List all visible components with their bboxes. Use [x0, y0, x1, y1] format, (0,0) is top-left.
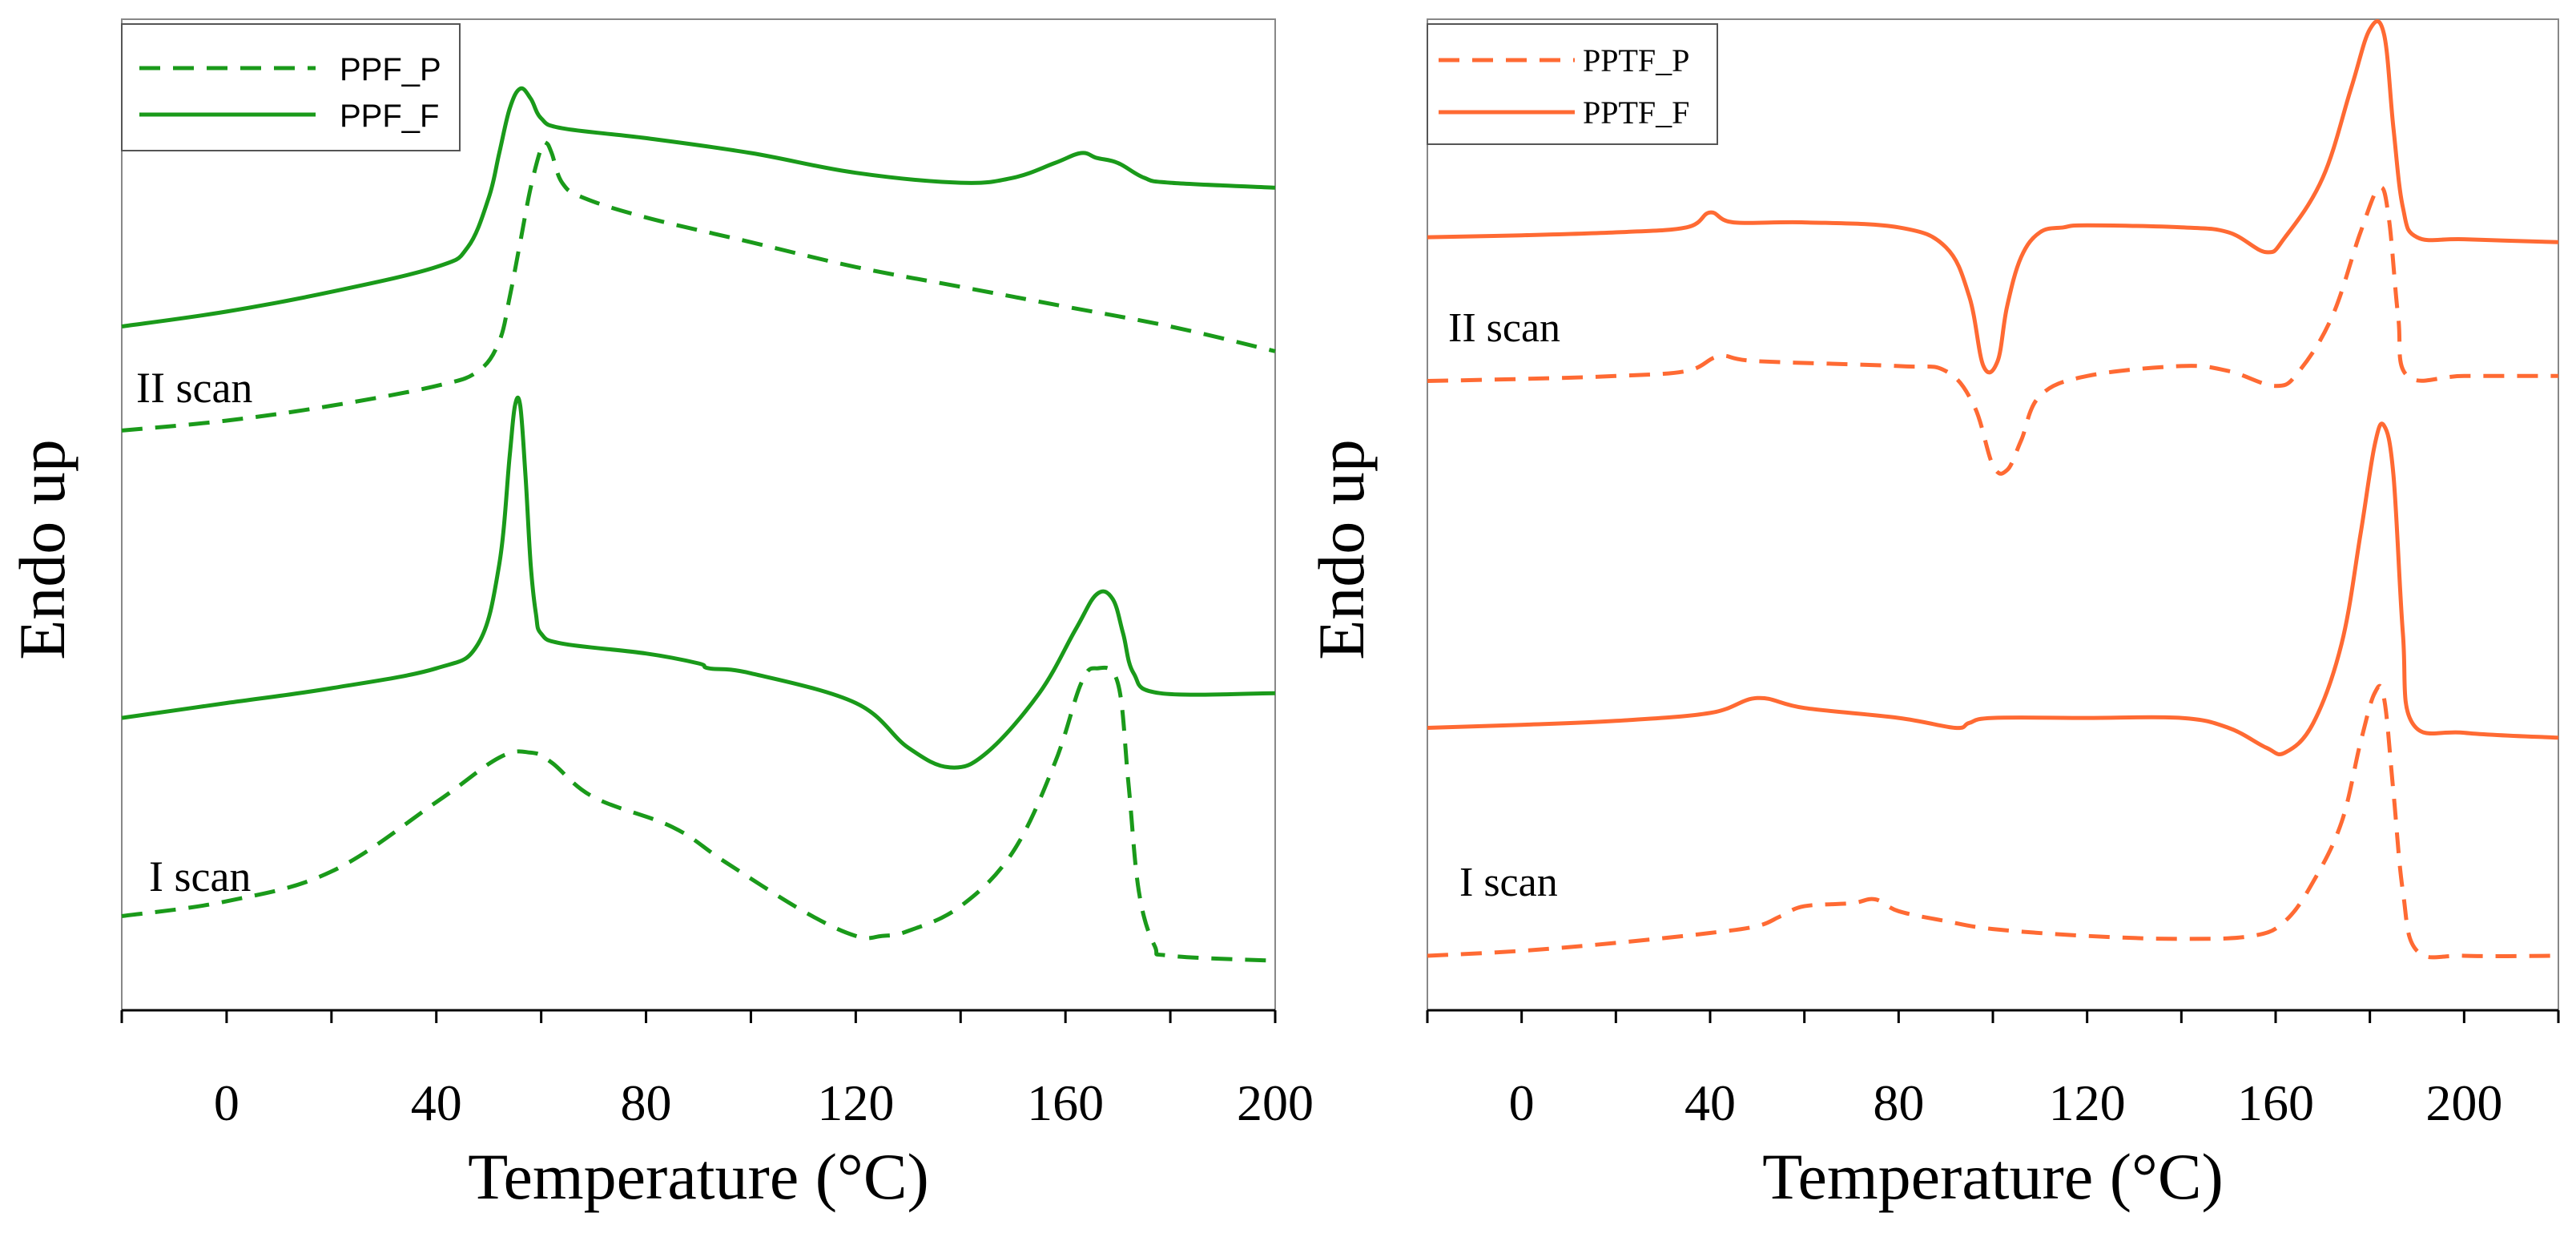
x-axis-title: Temperature (°C): [468, 1140, 929, 1213]
plot-frame: [121, 18, 1276, 1011]
x-tick-label: 0: [214, 1074, 239, 1131]
series-ppf-p-i-scan: [121, 665, 1276, 963]
x-axis: 0 40 80 120 160 200: [120, 1009, 1314, 1131]
x-tick-label: 160: [2237, 1074, 2314, 1131]
x-tick-label: 200: [2425, 1074, 2502, 1131]
legend-label-1: PPF_P: [340, 52, 441, 87]
legend-box: [1427, 23, 1718, 145]
x-tick-label: 80: [621, 1074, 672, 1131]
x-tick-label: 160: [1027, 1074, 1104, 1131]
series-pptf-f-i-scan: [1427, 421, 2559, 757]
annotation-ii-scan: II scan: [1448, 305, 1560, 351]
series-ppf-f-ii-scan: [121, 86, 1276, 328]
legend-label-2: PPF_F: [340, 99, 439, 134]
x-tick-label: 40: [1684, 1074, 1736, 1131]
right-panel: 0 40 80 120 160 200 Temperature (°C) Endo up …: [1305, 18, 2560, 1213]
series-pptf-f-ii-scan: [1427, 19, 2559, 375]
x-axis-title: Temperature (°C): [1762, 1140, 2224, 1213]
legend-label-2: PPTF_F: [1583, 95, 1689, 131]
annotation-i-scan: I scan: [1459, 860, 1558, 905]
x-tick-label: 200: [1237, 1074, 1314, 1131]
annotation-ii-scan: II scan: [136, 364, 252, 412]
x-tick-label: 120: [2049, 1074, 2126, 1131]
series-pptf-p-ii-scan: [1427, 185, 2558, 476]
legend-box: [121, 23, 461, 151]
legend: PPTF_P PPTF_F: [1427, 23, 1718, 145]
legend-label-1: PPTF_P: [1583, 42, 1689, 79]
x-tick-label: 80: [1873, 1074, 1924, 1131]
x-tick-label: 40: [411, 1074, 462, 1131]
y-axis-title: Endo up: [6, 439, 78, 660]
series-pptf-p-i-scan: [1427, 683, 2559, 960]
x-tick-label: 120: [817, 1074, 894, 1131]
annotation-i-scan: I scan: [149, 852, 251, 901]
left-panel: 0 40 80 120 160 200 Temperature (°C) Endo up …: [6, 18, 1314, 1213]
series-ppf-f-i-scan: [121, 395, 1276, 770]
series-layer: [121, 86, 1276, 963]
plot-frame: [1427, 18, 2559, 1011]
x-ticks: 0 40 80 120 160 200: [1426, 1010, 2560, 1131]
series-ppf-p-ii-scan: [121, 139, 1276, 433]
x-ticks: 0 40 80 120 160 200: [120, 1010, 1314, 1131]
y-axis-title: Endo up: [1305, 439, 1378, 660]
x-axis: 0 40 80 120 160 200: [1426, 1009, 2560, 1131]
series-layer: [1427, 19, 2559, 960]
x-tick-label: 0: [1509, 1074, 1535, 1131]
legend: PPF_P PPF_F: [121, 23, 461, 151]
